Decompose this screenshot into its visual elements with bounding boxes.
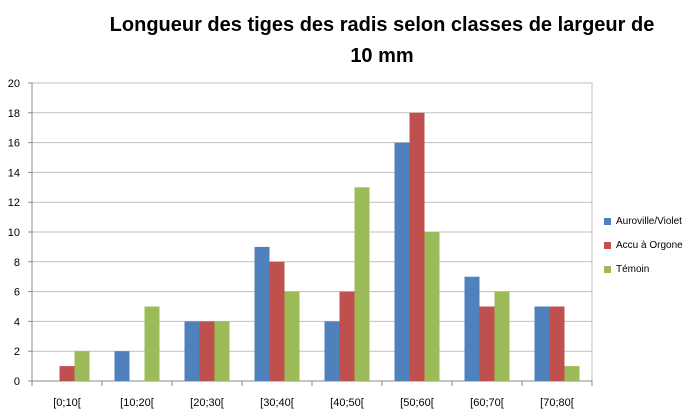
legend-swatch-accu-orgone bbox=[604, 241, 611, 249]
bar bbox=[564, 366, 580, 381]
x-tick-label: [40;50[ bbox=[330, 397, 364, 409]
y-tick-label: 14 bbox=[8, 167, 20, 179]
x-tick-label: [20;30[ bbox=[190, 397, 224, 409]
bar bbox=[354, 187, 370, 381]
x-tick-label: [70;80[ bbox=[540, 397, 574, 409]
legend-item-temoin: Témoin bbox=[604, 257, 683, 281]
legend-label-accu-orgone: Accu à Orgone bbox=[616, 239, 683, 251]
y-tick-label: 0 bbox=[14, 376, 20, 388]
y-tick-label: 20 bbox=[8, 78, 20, 90]
x-tick-label: [50;60[ bbox=[400, 397, 434, 409]
y-tick-label: 10 bbox=[8, 227, 20, 239]
y-tick-label: 4 bbox=[14, 316, 20, 328]
tick-labels: 0 2 4 6 8 10 12 14 16 18 20 [0;10[ [10;20[ [20;30[ [30… bbox=[8, 78, 574, 409]
bars bbox=[59, 112, 580, 382]
y-tick-label: 12 bbox=[8, 197, 20, 209]
bar bbox=[409, 112, 425, 382]
legend-item-accu-orgone: Accu à Orgone bbox=[604, 233, 683, 257]
y-tick-label: 6 bbox=[14, 287, 20, 299]
bar bbox=[284, 291, 300, 381]
bar bbox=[214, 321, 230, 381]
bar bbox=[324, 321, 340, 381]
bar bbox=[114, 351, 130, 381]
bar bbox=[74, 351, 90, 381]
bar bbox=[269, 261, 285, 381]
bar bbox=[254, 246, 270, 381]
y-tick-label: 18 bbox=[8, 108, 20, 120]
x-tick-label: [10;20[ bbox=[120, 397, 154, 409]
bar bbox=[339, 291, 355, 381]
bar bbox=[494, 291, 510, 381]
legend-swatch-temoin bbox=[604, 265, 611, 273]
bar bbox=[479, 306, 495, 381]
x-tick-label: [60;70[ bbox=[470, 397, 504, 409]
legend-label-temoin: Témoin bbox=[616, 263, 650, 275]
bar bbox=[59, 366, 75, 381]
bar bbox=[394, 142, 410, 381]
chart-title: Longueur des tiges des radis selon class… bbox=[109, 14, 655, 67]
bar bbox=[424, 232, 440, 381]
legend-swatch-auroville bbox=[604, 217, 611, 225]
bar bbox=[464, 276, 480, 381]
bar bbox=[184, 321, 200, 381]
legend: Auroville/Violet Accu à Orgone Témoin bbox=[604, 209, 683, 281]
x-tick-label: [30;40[ bbox=[260, 397, 294, 409]
bar bbox=[199, 321, 215, 381]
y-tick-label: 16 bbox=[8, 138, 20, 150]
y-tick-label: 8 bbox=[14, 257, 20, 269]
bar bbox=[144, 306, 160, 381]
x-tick-label: [0;10[ bbox=[53, 397, 81, 409]
bar bbox=[549, 306, 565, 381]
y-tick-label: 2 bbox=[14, 346, 20, 358]
bar bbox=[534, 306, 550, 381]
legend-item-auroville: Auroville/Violet bbox=[604, 209, 683, 233]
legend-label-auroville: Auroville/Violet bbox=[616, 215, 682, 227]
